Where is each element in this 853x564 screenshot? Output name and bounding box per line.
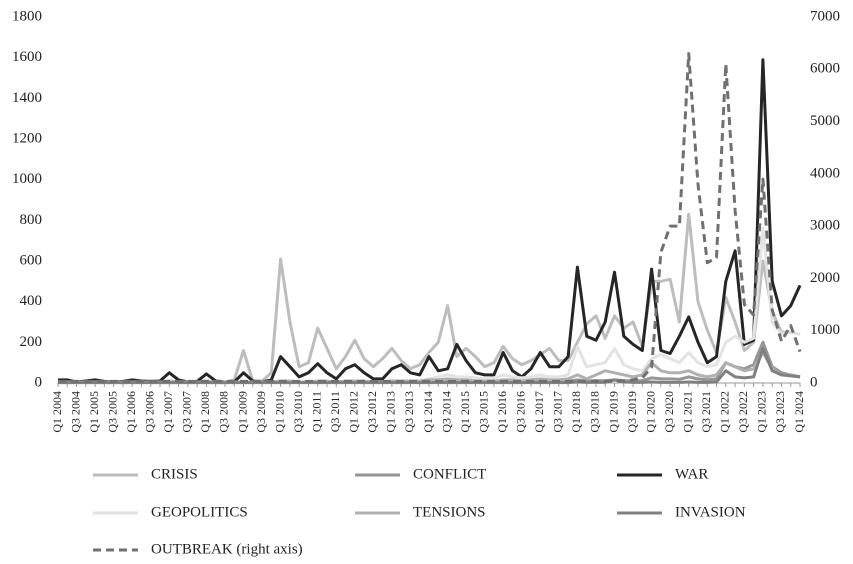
y-tick-label: 1600 (12, 49, 42, 65)
x-tick-label: Q1 2023 (755, 391, 769, 433)
x-tick-label: Q1 2009 (235, 391, 249, 433)
x-tick-label: Q3 2020 (662, 391, 676, 433)
x-tick-label: Q3 2012 (365, 391, 379, 433)
x-tick-label: Q3 2013 (402, 391, 416, 433)
x-tick-label: Q3 2007 (180, 391, 194, 433)
series-line (58, 52, 802, 383)
legend-label: TENSIONS (413, 504, 486, 520)
x-tick-label: Q1 2022 (718, 391, 732, 433)
x-tick-label: Q1 2014 (421, 391, 435, 433)
x-tick-label: Q1 2021 (680, 391, 694, 433)
y-tick-label: 0 (35, 374, 43, 390)
x-tick-label: Q3 2010 (291, 391, 305, 433)
legend-label: GEOPOLITICS (151, 504, 248, 520)
y2-tick-label: 3000 (810, 218, 840, 234)
x-tick-label: Q1 2008 (198, 391, 212, 433)
x-tick-label: Q3 2011 (328, 391, 342, 432)
x-tick-label: Q1 2015 (458, 391, 472, 433)
x-tick-label: Q1 2005 (87, 391, 101, 433)
series-line (58, 340, 801, 384)
y-tick-label: 200 (20, 334, 43, 350)
x-tick-label: Q3 2015 (476, 391, 490, 433)
x-tick-label: Q1 2020 (643, 391, 657, 433)
x-tick-label: Q1 2010 (272, 391, 286, 433)
x-tick-label: Q1 2004 (50, 391, 64, 433)
y-tick-label: 1400 (12, 90, 42, 106)
x-tick-label: Q3 2014 (439, 391, 453, 433)
x-tick-label: Q3 2019 (625, 391, 639, 433)
y2-tick-label: 2000 (810, 270, 840, 286)
y2-tick-label: 5000 (810, 113, 840, 129)
x-tick-label: Q1 2016 (495, 391, 509, 433)
x-tick-label: Q3 2021 (699, 391, 713, 433)
y2-tick-label: 6000 (810, 61, 840, 77)
y2-tick-label: 7000 (810, 8, 840, 24)
x-tick-label: Q1 2007 (161, 391, 175, 433)
legend-label: CRISIS (151, 466, 198, 482)
legend-label: INVASION (675, 504, 746, 520)
y2-tick-label: 1000 (810, 322, 840, 338)
x-tick-label: Q3 2017 (551, 391, 565, 433)
legend-label: OUTBREAK (right axis) (151, 541, 303, 557)
legend-label: CONFLICT (413, 466, 486, 482)
x-tick-label: Q1 2017 (532, 391, 546, 433)
y-tick-label: 1200 (12, 130, 42, 146)
x-tick-label: Q3 2008 (217, 391, 231, 433)
x-tick-label: Q1 2012 (347, 391, 361, 433)
x-tick-label: Q1 2019 (606, 391, 620, 433)
x-tick-label: Q3 2004 (68, 391, 82, 433)
x-tick-label: Q3 2005 (105, 391, 119, 433)
y2-tick-label: 0 (810, 374, 818, 390)
x-tick-label: Q1 2006 (124, 391, 138, 433)
y-tick-label: 1000 (12, 171, 42, 187)
x-tick-label: Q3 2009 (254, 391, 268, 433)
x-tick-label: Q3 2018 (588, 391, 602, 433)
y-tick-label: 1800 (12, 8, 42, 24)
x-tick-label: Q1 2013 (384, 391, 398, 433)
x-tick-label: Q3 2006 (143, 391, 157, 433)
x-tick-label: Q1 2024 (792, 391, 806, 433)
x-tick-label: Q1 2011 (309, 391, 323, 432)
y-tick-label: 600 (20, 252, 43, 268)
x-tick-label: Q3 2016 (514, 391, 528, 433)
x-tick-label: Q1 2018 (569, 391, 583, 433)
y-tick-label: 400 (20, 293, 43, 309)
y2-tick-label: 4000 (810, 165, 840, 181)
x-tick-label: Q3 2023 (773, 391, 787, 433)
x-tick-label: Q3 2022 (736, 391, 750, 433)
legend-label: WAR (675, 466, 708, 482)
y-tick-label: 800 (20, 212, 43, 228)
